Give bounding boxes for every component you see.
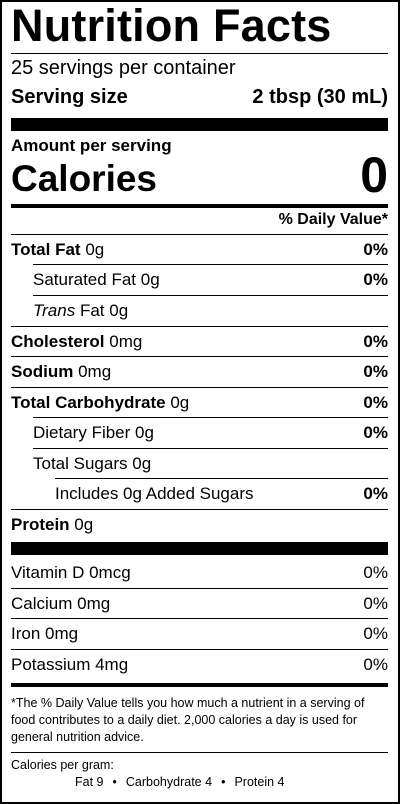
row-divider [11, 387, 388, 388]
nutrient-name: Protein [11, 515, 70, 534]
nutrient-name: Includes 0g Added Sugars [55, 484, 254, 503]
daily-value-footnote: *The % Daily Value tells you how much a … [11, 696, 365, 744]
nutrient-name-suffix: Fat [79, 301, 105, 320]
calories-per-gram-label: Calories per gram: [11, 758, 114, 772]
row-divider [11, 618, 388, 619]
row-divider [11, 509, 388, 510]
nutrient-amount: 0g [135, 423, 154, 442]
row-divider [11, 326, 388, 327]
panel-content: Nutrition Facts 25 servings per containe… [11, 2, 388, 802]
amount-per-serving: Amount per serving [11, 136, 172, 155]
nutrient-name: Total Fat [11, 240, 81, 259]
row-total-carbohydrate: Total Carbohydrate 0g 0% [11, 387, 388, 418]
nutrient-amount: 0mg [78, 362, 112, 381]
nutrient-dv: 0% [363, 393, 388, 412]
row-divider [33, 295, 388, 296]
fat-per-gram: Fat 9 [75, 775, 104, 789]
nutrient-dv: 0% [363, 332, 388, 351]
row-divider [11, 234, 388, 235]
serving-size-value: 2 tbsp (30 mL) [252, 86, 388, 108]
row-vitamin: Potassium 4mg 0% [11, 649, 388, 680]
serving-size-label: Serving size [11, 86, 128, 108]
vitamin-name: Vitamin D 0mcg [11, 563, 131, 582]
nutrient-amount: 0mg [109, 332, 143, 351]
divider [11, 752, 388, 753]
medium-divider [11, 204, 388, 208]
divider [11, 53, 388, 54]
row-saturated-fat: Saturated Fat 0g 0% [11, 264, 388, 295]
vitamin-name: Potassium 4mg [11, 655, 129, 674]
nutrient-name: Cholesterol [11, 332, 105, 351]
servings-per-container: 25 servings per container [11, 57, 236, 79]
daily-value-header: % Daily Value* [278, 211, 388, 228]
row-vitamin: Iron 0mg 0% [11, 618, 388, 649]
row-vitamin: Calcium 0mg 0% [11, 588, 388, 619]
vitamin-dv: 0% [363, 594, 388, 613]
row-dietary-fiber: Dietary Fiber 0g 0% [11, 417, 388, 448]
carbohydrate-per-gram: Carbohydrate 4 [125, 775, 213, 789]
thick-divider [11, 118, 388, 131]
vitamin-dv: 0% [363, 655, 388, 674]
calories-label: Calories [11, 158, 158, 199]
calories-per-gram-values: Fat 9 • Carbohydrate 4 • Protein 4 [75, 774, 284, 790]
row-divider [11, 356, 388, 357]
bullet-separator: • [221, 775, 226, 789]
row-protein: Protein 0g [11, 509, 388, 540]
nutrient-amount: 0g [170, 393, 190, 412]
row-trans-fat: Trans Fat 0g [11, 295, 388, 326]
vitamin-name: Calcium 0mg [11, 594, 111, 613]
vitamin-dv: 0% [363, 624, 388, 643]
nutrient-name: Saturated Fat [33, 270, 137, 289]
row-divider [11, 588, 388, 589]
thick-divider [11, 542, 388, 555]
nutrient-name: Dietary Fiber [33, 423, 131, 442]
vitamin-dv: 0% [363, 563, 388, 582]
medium-divider [11, 683, 388, 687]
nutrient-amount: 0g [109, 301, 129, 320]
bullet-separator: • [112, 775, 117, 789]
row-divider [33, 264, 388, 265]
nutrient-name: Total Carbohydrate [11, 393, 166, 412]
nutrient-amount: 0g [85, 240, 105, 259]
row-divider [33, 417, 388, 418]
nutrient-dv: 0% [363, 423, 388, 442]
protein-per-gram: Protein 4 [234, 775, 285, 789]
row-divider [11, 649, 388, 650]
nutrient-name: Total Sugars [33, 454, 128, 473]
nutrient-amount: 0g [132, 454, 152, 473]
nutrient-name: Sodium [11, 362, 74, 381]
row-added-sugars: Includes 0g Added Sugars 0% [11, 478, 388, 509]
panel-title: Nutrition Facts [11, 0, 332, 51]
row-divider [33, 448, 388, 449]
row-cholesterol: Cholesterol 0mg 0% [11, 326, 388, 357]
row-total-fat: Total Fat 0g 0% [11, 234, 388, 265]
nutrient-amount: 0g [74, 515, 94, 534]
nutrient-dv: 0% [363, 484, 388, 503]
nutrient-dv: 0% [363, 270, 388, 289]
row-divider [55, 478, 388, 479]
nutrient-name: Trans [33, 301, 76, 320]
nutrient-amount: 0g [140, 270, 160, 289]
vitamin-name: Iron 0mg [11, 624, 79, 643]
calories-value: 0 [360, 147, 388, 203]
nutrient-dv: 0% [363, 240, 388, 259]
serving-size-row: Serving size 2 tbsp (30 mL) [11, 84, 388, 110]
row-vitamin: Vitamin D 0mcg 0% [11, 558, 388, 588]
row-total-sugars: Total Sugars 0g [11, 448, 388, 479]
row-sodium: Sodium 0mg 0% [11, 356, 388, 387]
nutrient-dv: 0% [363, 362, 388, 381]
